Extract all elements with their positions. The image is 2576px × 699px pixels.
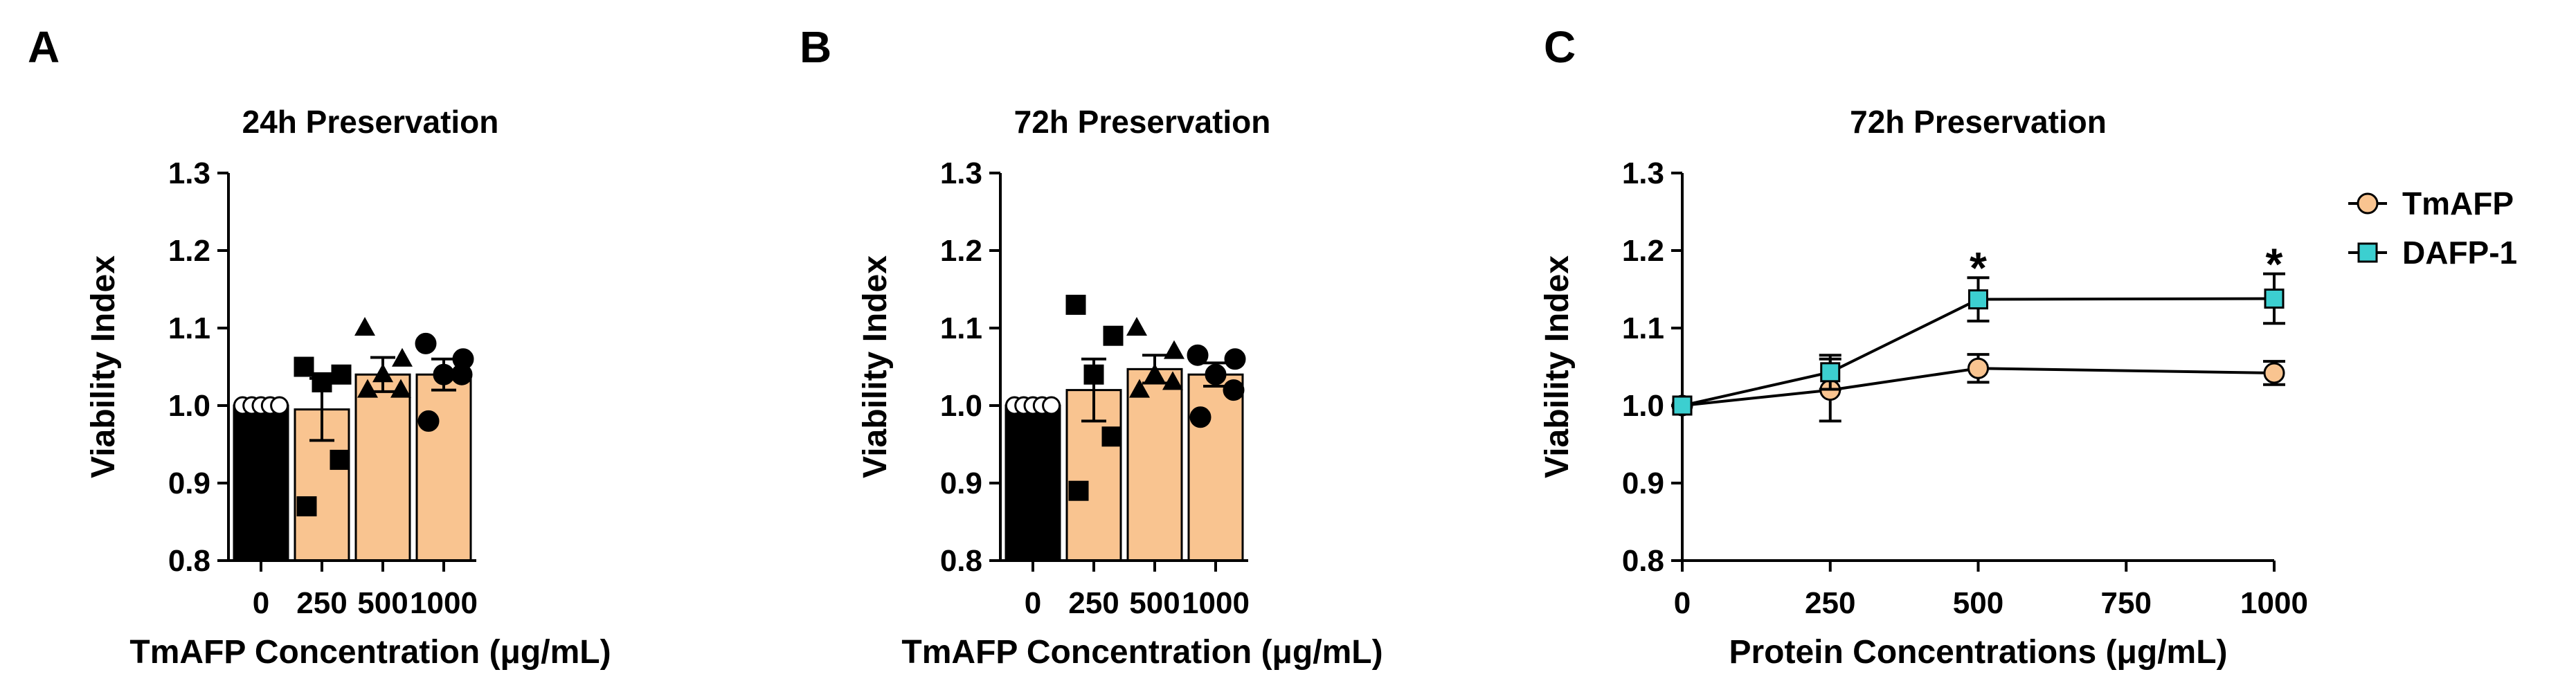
- panel-b-bar-chart: 0.8 0.9 1.0 1.1 1.2 1.3 Viability Index 72h Pre…: [857, 104, 1383, 671]
- chart-title: 72h Preservation: [1014, 104, 1271, 140]
- x-axis-label: TmAFP Concentration (μg/mL): [129, 634, 611, 671]
- bar: [1187, 373, 1244, 562]
- bar: [1126, 367, 1183, 562]
- data-point: [270, 396, 289, 415]
- x-tick-label: 1000: [410, 586, 478, 620]
- x-tick-label: 0: [1025, 586, 1041, 620]
- panel-label-c: C: [1544, 22, 1576, 72]
- y-tick-label: 1.3: [1622, 156, 1664, 190]
- data-point: [330, 449, 350, 470]
- data-point: [1042, 396, 1061, 415]
- x-tick-label: 1000: [1182, 586, 1250, 620]
- data-point: [417, 410, 440, 432]
- data-point-tmafp: [1967, 357, 1989, 379]
- data-point: [1144, 363, 1165, 383]
- data-point-dafp-1: [1672, 395, 1693, 416]
- bar: [354, 373, 411, 562]
- significance-asterisk: *: [2266, 239, 2283, 289]
- data-point: [390, 379, 411, 398]
- y-tick-label: 1.0: [940, 389, 982, 423]
- y-tick-label: 0.9: [1622, 466, 1664, 500]
- x-axis-label: Protein Concentrations (μg/mL): [1729, 634, 2227, 671]
- data-point: [1223, 379, 1245, 401]
- y-tick-label: 1.1: [940, 311, 982, 345]
- panel-a-bar-chart: 0.8 0.9 1.0 1.1 1.2 1.3 Viability Index 24h Pre…: [85, 104, 611, 671]
- y-tick-label: 1.1: [168, 311, 210, 345]
- panel-c-line-chart: 0.8 0.9 1.0 1.1 1.2 1.3 Viability Index 0 250 500…: [1539, 104, 2517, 671]
- data-point: [392, 347, 413, 367]
- x-tick-label: 750: [2101, 586, 2152, 620]
- bar: [233, 404, 289, 562]
- data-point: [1224, 348, 1246, 370]
- y-tick-label: 1.2: [168, 234, 210, 268]
- data-point: [1162, 371, 1183, 390]
- data-point: [1101, 426, 1122, 447]
- y-tick-label: 1.2: [1622, 234, 1664, 268]
- y-tick-label: 1.1: [1622, 311, 1664, 345]
- data-point: [1126, 317, 1147, 336]
- x-tick-label: 500: [1953, 586, 2003, 620]
- panel-label-a: A: [28, 22, 60, 72]
- x-tick-label: 500: [1129, 586, 1180, 620]
- legend-marker-tmafp: [2357, 192, 2379, 215]
- legend-label-tmafp: TmAFP: [2402, 185, 2514, 221]
- series-line-dafp-1: [1682, 297, 2275, 407]
- y-tick-label: 0.8: [1622, 544, 1664, 578]
- y-axis-label: Viability Index: [857, 255, 894, 478]
- y-tick-label: 0.8: [168, 544, 210, 578]
- y-tick-label: 1.0: [168, 389, 210, 423]
- data-point: [1189, 406, 1212, 428]
- y-tick-label: 0.9: [168, 466, 210, 500]
- data-point: [1164, 340, 1185, 359]
- data-point: [354, 317, 375, 336]
- y-tick-label: 0.8: [940, 544, 982, 578]
- legend-marker-dafp-1: [2357, 242, 2378, 263]
- y-tick-label: 1.0: [1622, 389, 1664, 423]
- series-line-tmafp: [1682, 367, 2275, 407]
- y-tick-label: 1.3: [168, 156, 210, 190]
- data-point: [294, 356, 314, 377]
- data-point: [1083, 364, 1104, 385]
- bar: [1005, 404, 1061, 562]
- data-point-dafp-1: [1820, 362, 1841, 383]
- x-tick-label: 250: [296, 586, 347, 620]
- x-tick-label: 250: [1068, 586, 1119, 620]
- significance-asterisk: *: [1970, 243, 1987, 293]
- x-tick-label: 1000: [2240, 586, 2308, 620]
- data-point-tmafp: [2263, 362, 2285, 384]
- chart-title: 24h Preservation: [242, 104, 499, 140]
- data-point: [312, 372, 332, 392]
- x-axis-label: TmAFP Concentration (μg/mL): [901, 634, 1382, 671]
- data-point: [1187, 344, 1209, 366]
- x-tick-label: 0: [253, 586, 269, 620]
- panel-label-b: B: [800, 22, 831, 72]
- x-tick-label: 250: [1805, 586, 1855, 620]
- chart-title: 72h Preservation: [1850, 104, 2107, 140]
- data-point: [415, 332, 437, 354]
- data-point: [331, 364, 352, 385]
- data-point-dafp-1: [2264, 288, 2285, 309]
- bar: [415, 373, 472, 562]
- data-point: [451, 363, 473, 385]
- data-point: [357, 379, 378, 398]
- data-point: [1103, 325, 1124, 346]
- x-tick-label: 500: [357, 586, 408, 620]
- data-point: [372, 363, 393, 383]
- data-point: [1068, 480, 1089, 501]
- x-tick-label: 0: [1674, 586, 1691, 620]
- data-point: [1205, 363, 1227, 385]
- y-axis-label: Viability Index: [85, 255, 122, 478]
- data-point-dafp-1: [1968, 289, 1988, 310]
- y-tick-label: 0.9: [940, 466, 982, 500]
- data-point: [1065, 294, 1086, 315]
- y-tick-label: 1.2: [940, 234, 982, 268]
- legend-label-dafp-1: DAFP-1: [2402, 235, 2517, 271]
- data-point: [296, 496, 317, 517]
- y-tick-label: 1.3: [940, 156, 982, 190]
- y-axis-label: Viability Index: [1539, 255, 1576, 478]
- data-point: [433, 363, 455, 385]
- data-point: [1129, 379, 1150, 398]
